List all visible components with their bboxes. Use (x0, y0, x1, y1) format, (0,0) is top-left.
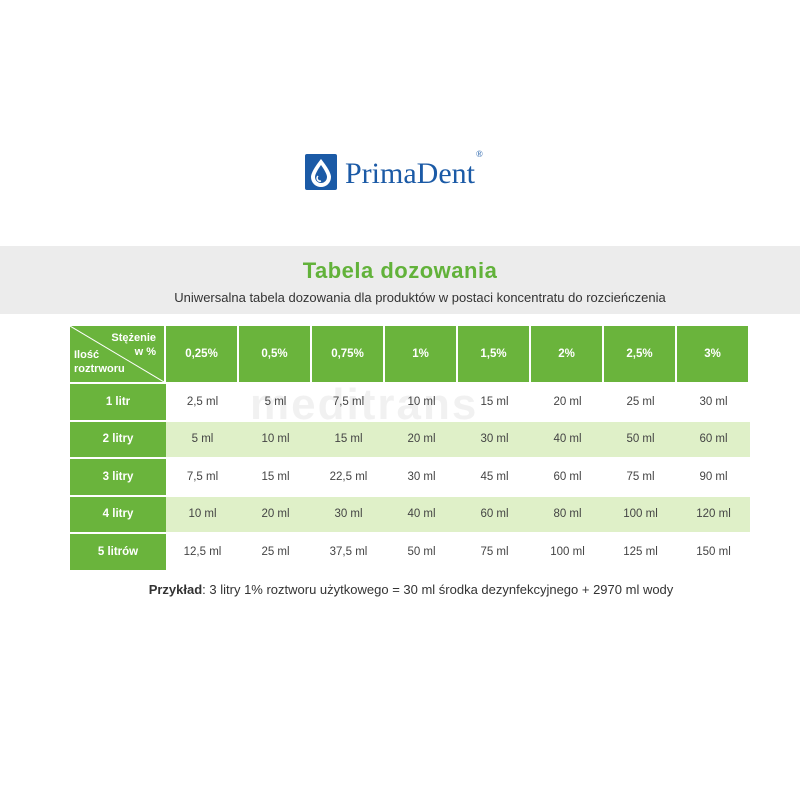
table-row: 5 litrów 12,5 ml 25 ml 37,5 ml 50 ml 75 … (70, 532, 750, 570)
column-header: 0,75% (312, 326, 385, 382)
table-cell: 50 ml (385, 532, 458, 570)
page-title: Tabela dozowania (302, 258, 498, 283)
table-cell: 45 ml (458, 457, 531, 495)
table-cell: 60 ml (677, 419, 750, 457)
brand-name: PrimaDent® (345, 149, 483, 190)
table-cell: 30 ml (385, 457, 458, 495)
table-cell: 15 ml (458, 382, 531, 420)
dosage-table: Stężenie w % Ilość roztrworu 0,25% 0,5% … (70, 326, 750, 570)
table-cell: 30 ml (458, 419, 531, 457)
table-cell: 40 ml (385, 494, 458, 532)
header-row: Stężenie w % Ilość roztrworu 0,25% 0,5% … (70, 326, 750, 382)
table-cell: 7,5 ml (312, 382, 385, 420)
row-header: 4 litry (70, 494, 166, 532)
row-header: 3 litry (70, 457, 166, 495)
table-cell: 7,5 ml (166, 457, 239, 495)
table-cell: 80 ml (531, 494, 604, 532)
table-cell: 10 ml (239, 419, 312, 457)
primadent-logo: PrimaDent® (305, 149, 483, 192)
column-header: 2% (531, 326, 604, 382)
table-cell: 10 ml (166, 494, 239, 532)
table-cell: 20 ml (239, 494, 312, 532)
example-text: : 3 litry 1% roztworu użytkowego = 30 ml… (202, 582, 674, 597)
table-cell: 15 ml (312, 419, 385, 457)
table-row: 3 litry 7,5 ml 15 ml 22,5 ml 30 ml 45 ml… (70, 457, 750, 495)
column-header: 1,5% (458, 326, 531, 382)
volume-header: Ilość roztrworu (74, 349, 125, 375)
example-label: Przykład (148, 582, 203, 597)
table-row: 1 litr 2,5 ml 5 ml 7,5 ml 10 ml 15 ml 20… (70, 382, 750, 420)
title-banner (0, 246, 800, 314)
table-cell: 100 ml (604, 494, 677, 532)
concentration-header: Stężenie w % (111, 332, 156, 358)
table-cell: 75 ml (604, 457, 677, 495)
table-cell: 5 ml (166, 419, 239, 457)
table-cell: 15 ml (239, 457, 312, 495)
table-cell: 50 ml (604, 419, 677, 457)
example-note: Przykład: 3 litry 1% roztworu użytkowego… (0, 582, 800, 597)
table-cell: 30 ml (677, 382, 750, 420)
table-cell: 37,5 ml (312, 532, 385, 570)
column-header: 1% (385, 326, 458, 382)
page-subtitle: Uniwersalna tabela dozowania dla produkt… (174, 290, 666, 305)
column-header: 0,5% (239, 326, 312, 382)
table-cell: 20 ml (531, 382, 604, 420)
table-cell: 150 ml (677, 532, 750, 570)
table-cell: 120 ml (677, 494, 750, 532)
table-cell: 22,5 ml (312, 457, 385, 495)
table-cell: 25 ml (604, 382, 677, 420)
table-corner-header: Stężenie w % Ilość roztrworu (70, 326, 166, 382)
table-row: 4 litry 10 ml 20 ml 30 ml 40 ml 60 ml 80… (70, 494, 750, 532)
column-header: 0,25% (166, 326, 239, 382)
table-cell: 25 ml (239, 532, 312, 570)
table-cell: 90 ml (677, 457, 750, 495)
table-cell: 75 ml (458, 532, 531, 570)
table-cell: 20 ml (385, 419, 458, 457)
column-header: 2,5% (604, 326, 677, 382)
table-cell: 30 ml (312, 494, 385, 532)
table-cell: 12,5 ml (166, 532, 239, 570)
table-cell: 60 ml (458, 494, 531, 532)
table-cell: 100 ml (531, 532, 604, 570)
table-cell: 5 ml (239, 382, 312, 420)
water-drop-icon (305, 154, 337, 190)
table-cell: 10 ml (385, 382, 458, 420)
row-header: 5 litrów (70, 532, 166, 570)
row-header: 2 litry (70, 419, 166, 457)
row-header: 1 litr (70, 382, 166, 420)
table-row: 2 litry 5 ml 10 ml 15 ml 20 ml 30 ml 40 … (70, 419, 750, 457)
column-header: 3% (677, 326, 750, 382)
table-cell: 2,5 ml (166, 382, 239, 420)
table-cell: 40 ml (531, 419, 604, 457)
table-cell: 60 ml (531, 457, 604, 495)
table-cell: 125 ml (604, 532, 677, 570)
